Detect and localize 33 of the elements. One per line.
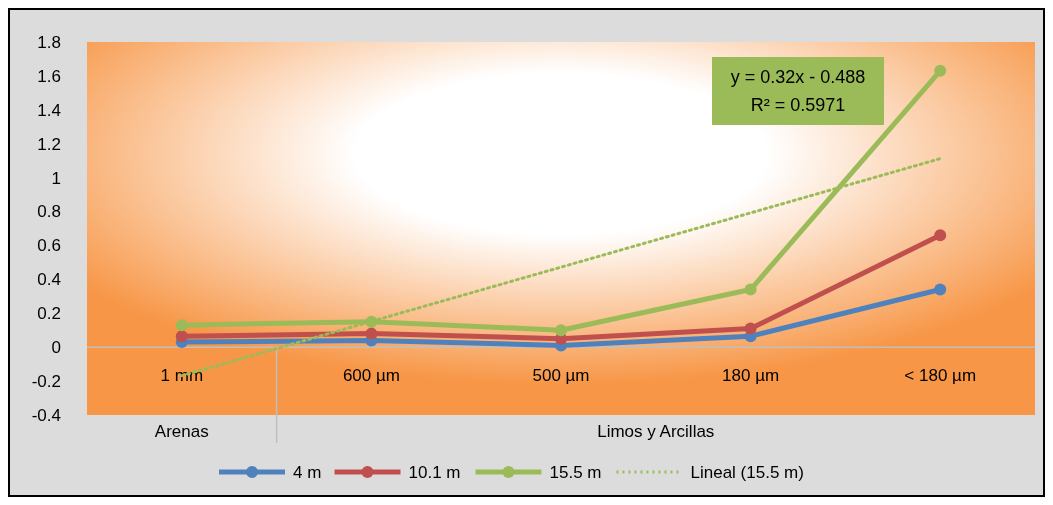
x-tick-label: 600 µm xyxy=(342,366,400,386)
x-tick-label: < 180 µm xyxy=(904,366,977,386)
y-tick-label: -0.2 xyxy=(31,372,61,392)
y-tick-label: 1 xyxy=(51,168,61,188)
x-tick-label: 180 µm xyxy=(722,366,780,386)
y-tick-label: 1.2 xyxy=(37,134,61,154)
point xyxy=(744,283,757,296)
text: Limos y Arcillas xyxy=(597,422,715,441)
y-tick-label: 0.8 xyxy=(37,202,61,222)
y-tick-label: -0.4 xyxy=(31,405,61,425)
point xyxy=(365,327,378,340)
y-tick-label: 0.2 xyxy=(37,304,61,324)
point xyxy=(175,319,188,332)
y-tick-label: 0.6 xyxy=(37,236,61,256)
point xyxy=(934,64,947,77)
legend-label: Lineal (15.5 m) xyxy=(690,462,804,482)
y-tick-label: 0.4 xyxy=(37,270,61,290)
point xyxy=(175,330,188,343)
y-tick-label: 1.6 xyxy=(37,66,61,86)
x-tick-label: 500 µm xyxy=(532,366,590,386)
text: Arenas xyxy=(154,422,209,441)
annotation: R² = 0.5971 xyxy=(750,95,846,115)
y-tick-label: 1.8 xyxy=(37,32,61,52)
legend-label: 15.5 m xyxy=(549,462,602,482)
y-tick-label: 0 xyxy=(51,338,61,358)
annotation: y = 0.32x - 0.488 xyxy=(730,67,866,87)
legend-label: 4 m xyxy=(293,462,322,482)
y-tick-label: 1.4 xyxy=(37,100,61,120)
legend-label: 10.1 m xyxy=(408,462,461,482)
point xyxy=(934,229,947,242)
point xyxy=(555,324,567,337)
point xyxy=(934,283,947,296)
point xyxy=(744,322,757,335)
